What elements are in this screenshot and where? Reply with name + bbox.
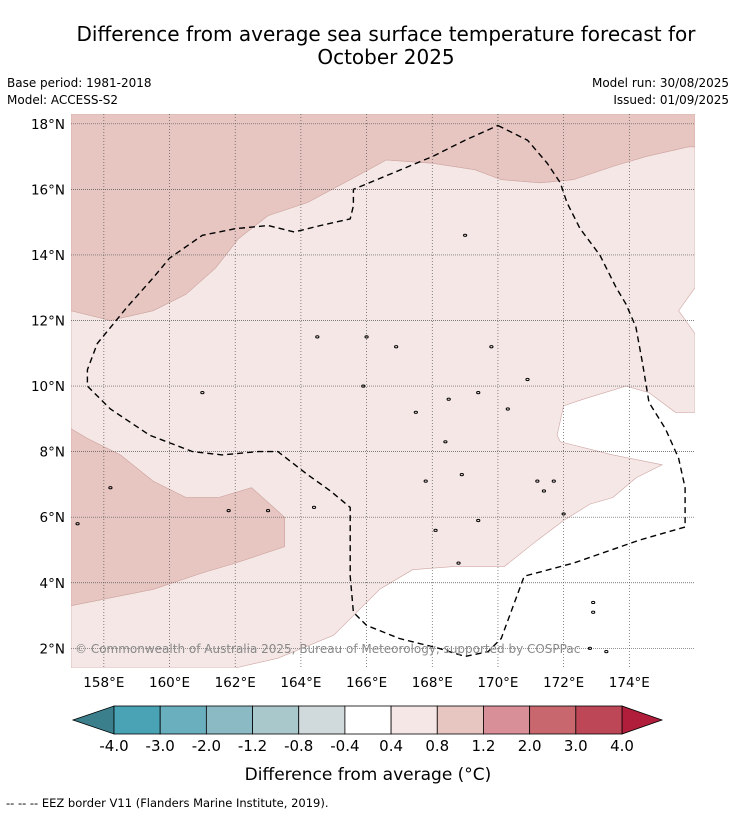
y-tick-label: 18°N — [31, 117, 65, 133]
x-tick-label: 166°E — [346, 675, 387, 691]
map-plot-area — [71, 114, 695, 668]
colorbar-tick-label: 1.2 — [472, 737, 496, 755]
colorbar-tick-label: -3.0 — [146, 737, 175, 755]
eez-footnote: -- -- -- EEZ border V11 (Flanders Marine… — [6, 796, 329, 810]
y-tick-label: 6°N — [40, 510, 65, 526]
chart-title-line2: October 2025 — [317, 45, 455, 69]
x-tick-label: 162°E — [215, 675, 256, 691]
colorbar-bin — [159, 705, 207, 735]
island-outline — [108, 486, 113, 490]
island-outline — [446, 397, 451, 401]
colorbar-tick-label: 0.8 — [425, 737, 449, 755]
y-tick-label: 14°N — [31, 248, 65, 264]
eez-border-line — [86, 124, 686, 658]
colorbar-tick-label: -4.0 — [99, 737, 128, 755]
colorbar-bin — [113, 705, 161, 735]
island-outline — [413, 410, 418, 414]
island-outline — [561, 512, 566, 516]
island-outline — [443, 440, 448, 444]
island-outline — [604, 650, 609, 654]
colorbar-tick-label: 3.0 — [564, 737, 588, 755]
colorbar-under-extend — [71, 705, 115, 735]
colorbar-bin — [252, 705, 300, 735]
island-outline — [541, 489, 547, 493]
anomaly-region-1 — [71, 114, 695, 321]
colorbar-bin — [529, 705, 577, 735]
colorbar-bin — [390, 705, 438, 735]
island-outline — [361, 384, 366, 388]
island-outline — [226, 509, 231, 513]
base-period: Base period: 1981-2018 — [7, 76, 152, 90]
y-tick-label: 12°N — [31, 314, 65, 330]
island-outline — [423, 479, 428, 483]
island-outline — [456, 561, 461, 565]
island-outline — [75, 522, 80, 526]
island-outline — [587, 646, 593, 650]
model-run: Model run: 30/08/2025 — [591, 76, 729, 90]
colorbar-tick-label: 4.0 — [610, 737, 634, 755]
x-tick-label: 172°E — [543, 675, 584, 691]
copyright-notice: © Commonwealth of Australia 2025, Bureau… — [75, 642, 580, 656]
chart-title-line1: Difference from average sea surface temp… — [76, 22, 696, 46]
island-outline — [394, 345, 399, 349]
colorbar-tick-label: 0.4 — [379, 737, 403, 755]
colorbar-tick-label: -1.2 — [238, 737, 267, 755]
island-outline — [311, 505, 317, 509]
island-outline — [551, 479, 556, 483]
colorbar-bin — [298, 705, 346, 735]
colorbar-tick-label: 2.0 — [518, 737, 542, 755]
x-tick-label: 158°E — [83, 675, 124, 691]
island-outline — [463, 233, 468, 237]
island-outline — [489, 345, 494, 349]
x-tick-label: 168°E — [412, 675, 453, 691]
colorbar-title: Difference from average (°C) — [245, 765, 492, 785]
x-tick-label: 160°E — [149, 675, 190, 691]
colorbar-tick-label: -0.4 — [330, 737, 359, 755]
colorbar-bin — [436, 705, 484, 735]
colorbar-bin — [344, 705, 392, 735]
x-tick-label: 170°E — [477, 675, 518, 691]
island-outline — [315, 335, 320, 339]
colorbar-tick-label: -0.8 — [284, 737, 313, 755]
y-tick-label: 8°N — [40, 445, 65, 461]
model-name: Model: ACCESS-S2 — [7, 93, 119, 107]
y-tick-label: 16°N — [31, 182, 65, 198]
island-outline — [476, 391, 481, 395]
y-tick-label: 4°N — [40, 576, 65, 592]
island-outline — [476, 518, 481, 523]
colorbar-bin — [575, 705, 623, 735]
island-outline — [505, 407, 510, 411]
y-tick-label: 10°N — [31, 379, 65, 395]
island-outline — [433, 528, 438, 532]
colorbar-bin — [483, 705, 531, 735]
island-outline — [525, 377, 530, 382]
x-axis: 158°E 160°E 162°E 164°E 166°E 168°E 170°E 172°E… — [83, 675, 650, 691]
x-tick-label: 174°E — [609, 675, 650, 691]
island-outline — [591, 600, 596, 605]
island-outline — [459, 472, 464, 477]
island-outline — [265, 509, 271, 513]
colorbar: -4.0 -3.0 -2.0 -1.2 -0.8 -0.4 0.4 0.8 1.2 2.0 3.0 4… — [71, 705, 664, 755]
island-outline — [591, 610, 596, 614]
island-outline — [535, 479, 540, 483]
colorbar-bin — [205, 705, 253, 735]
issued-date: Issued: 01/09/2025 — [613, 93, 729, 107]
island-outline — [364, 335, 369, 339]
island-outline — [200, 391, 205, 395]
colorbar-over-extend — [621, 705, 664, 735]
y-axis: 2°N 4°N 6°N 8°N 10°N 12°N 14°N 16°N 18°N — [31, 117, 65, 657]
colorbar-tick-label: -2.0 — [192, 737, 221, 755]
x-tick-label: 164°E — [280, 675, 321, 691]
y-tick-label: 2°N — [40, 641, 65, 657]
